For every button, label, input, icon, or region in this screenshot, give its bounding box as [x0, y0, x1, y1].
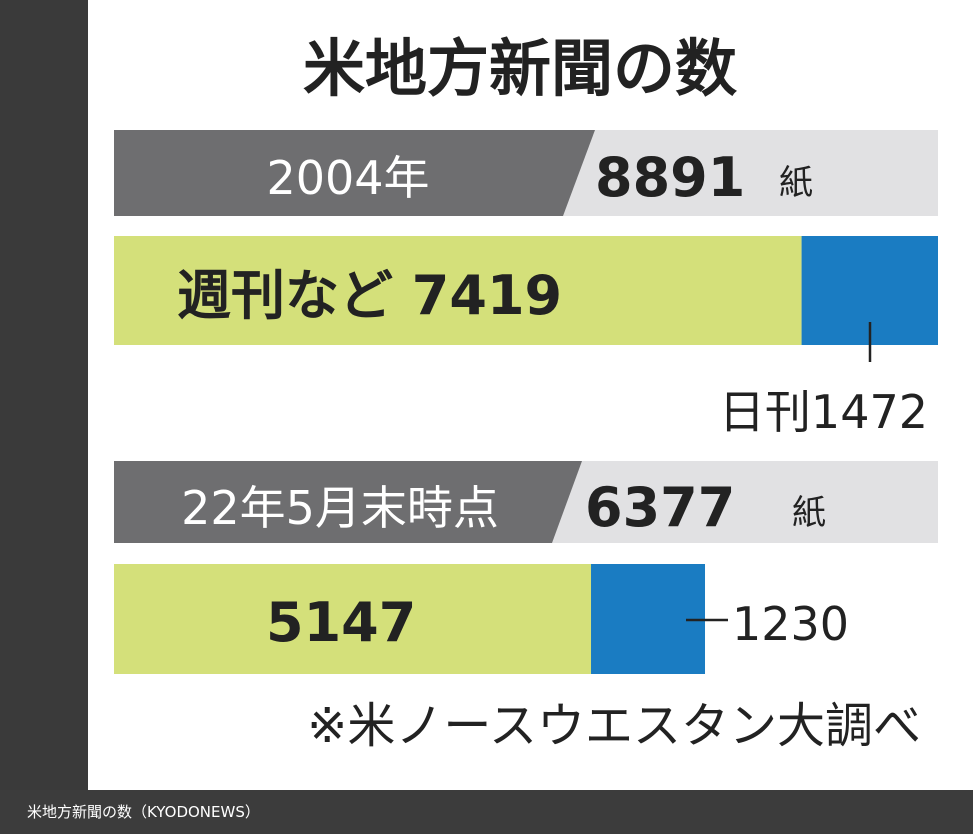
bar-label-daily-2022: 1230	[732, 597, 849, 651]
chart-title: 米地方新聞の数	[303, 32, 737, 105]
header-dark-bg-2004	[114, 130, 595, 216]
total-unit-2004: 紙	[779, 163, 813, 203]
right-edge	[960, 0, 973, 790]
total-value-2004: 8891	[595, 146, 745, 209]
category-label-2004: 2004年	[266, 151, 429, 205]
total-value-2022: 6377	[585, 476, 735, 539]
chart: 米地方新聞の数 2004年 8891 紙 週刊など 7419 日刊1472 22…	[114, 32, 938, 754]
total-unit-2022: 紙	[792, 493, 826, 533]
bar-label-daily-2004: 日刊1472	[719, 385, 928, 439]
bar-weekly-2004	[114, 236, 802, 345]
left-background	[0, 0, 88, 790]
bar-label-weekly-2004: 週刊など 7419	[177, 264, 562, 327]
image-caption: 米地方新聞の数（KYODONEWS）	[0, 790, 973, 834]
bar-label-weekly-2022: 5147	[266, 591, 416, 654]
category-label-2022: 22年5月末時点	[181, 481, 499, 535]
source-note: ※米ノースウエスタン大調べ	[307, 698, 921, 754]
header-dark-bg-2022	[114, 461, 582, 543]
bar-weekly-2022	[114, 564, 592, 674]
